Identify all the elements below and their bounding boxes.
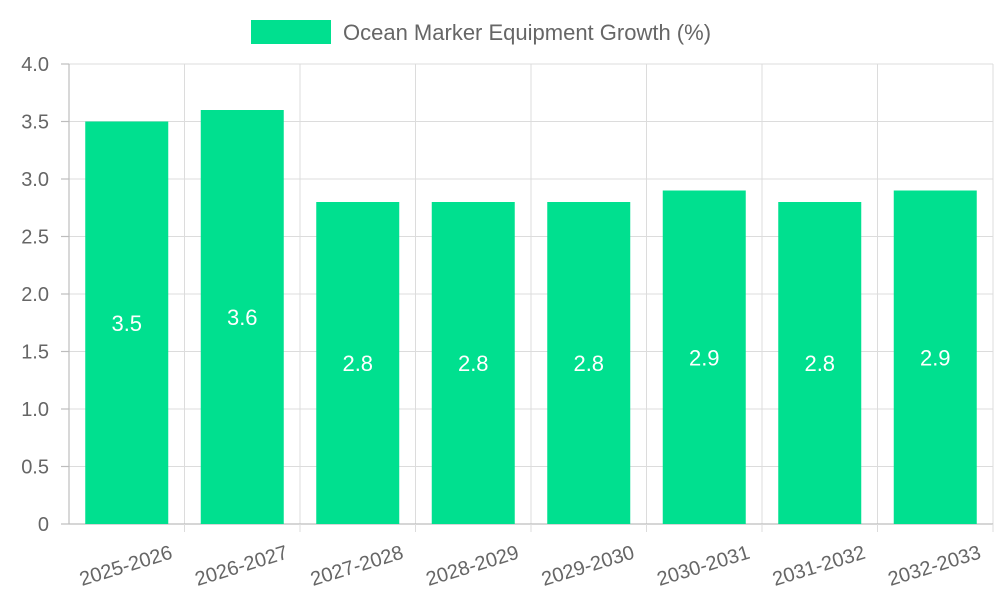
bar-value-label: 2.8 <box>458 351 489 376</box>
x-tick-label: 2027-2028 <box>308 542 406 591</box>
bar-value-label: 2.8 <box>342 351 373 376</box>
y-axis-ticks: 0 0.5 1.0 1.5 2.0 2.5 3.0 3.5 4.0 <box>21 54 69 536</box>
y-tick-label: 3.5 <box>21 112 49 134</box>
x-axis-ticks: 2025-2026 2026-2027 2027-2028 2028-2029 2029… <box>77 524 994 591</box>
bar-2028-2029[interactable] <box>431 202 515 524</box>
y-tick-label: 0 <box>38 514 49 536</box>
bar-2025-2026[interactable] <box>85 121 169 525</box>
legend-label: Ocean Marker Equipment Growth (%) <box>343 20 711 45</box>
x-tick-label: 2032-2033 <box>886 542 984 591</box>
x-tick-label: 2029-2030 <box>539 542 637 591</box>
legend[interactable]: Ocean Marker Equipment Growth (%) <box>251 20 711 45</box>
bar-2027-2028[interactable] <box>316 202 400 524</box>
bar-2031-2032[interactable] <box>778 202 862 524</box>
y-tick-label: 3.0 <box>21 169 49 191</box>
bar-value-label: 3.6 <box>227 305 258 330</box>
bar-2032-2033[interactable] <box>893 190 977 525</box>
bar-2029-2030[interactable] <box>547 202 631 524</box>
y-tick-label: 2.5 <box>21 227 49 249</box>
bars <box>85 110 977 524</box>
bar-2030-2031[interactable] <box>662 190 746 525</box>
x-tick-label: 2031-2032 <box>770 542 868 591</box>
bar-value-label: 2.8 <box>804 351 835 376</box>
bar-2026-2027[interactable] <box>200 110 284 524</box>
bar-value-label: 3.5 <box>111 311 142 336</box>
y-tick-label: 0.5 <box>21 457 49 479</box>
x-tick-label: 2025-2026 <box>77 542 175 591</box>
y-tick-label: 1.0 <box>21 399 49 421</box>
bar-labels: 3.5 3.6 2.8 2.8 2.8 2.9 2.8 2.9 <box>111 305 950 376</box>
bar-value-label: 2.9 <box>689 345 720 370</box>
bar-value-label: 2.9 <box>920 345 951 370</box>
x-tick-label: 2026-2027 <box>193 542 291 591</box>
bar-value-label: 2.8 <box>573 351 604 376</box>
legend-swatch <box>251 20 331 44</box>
y-tick-label: 2.0 <box>21 284 49 306</box>
y-tick-label: 1.5 <box>21 342 49 364</box>
y-tick-label: 4.0 <box>21 54 49 76</box>
x-tick-label: 2030-2031 <box>655 542 753 591</box>
x-tick-label: 2028-2029 <box>424 542 522 591</box>
